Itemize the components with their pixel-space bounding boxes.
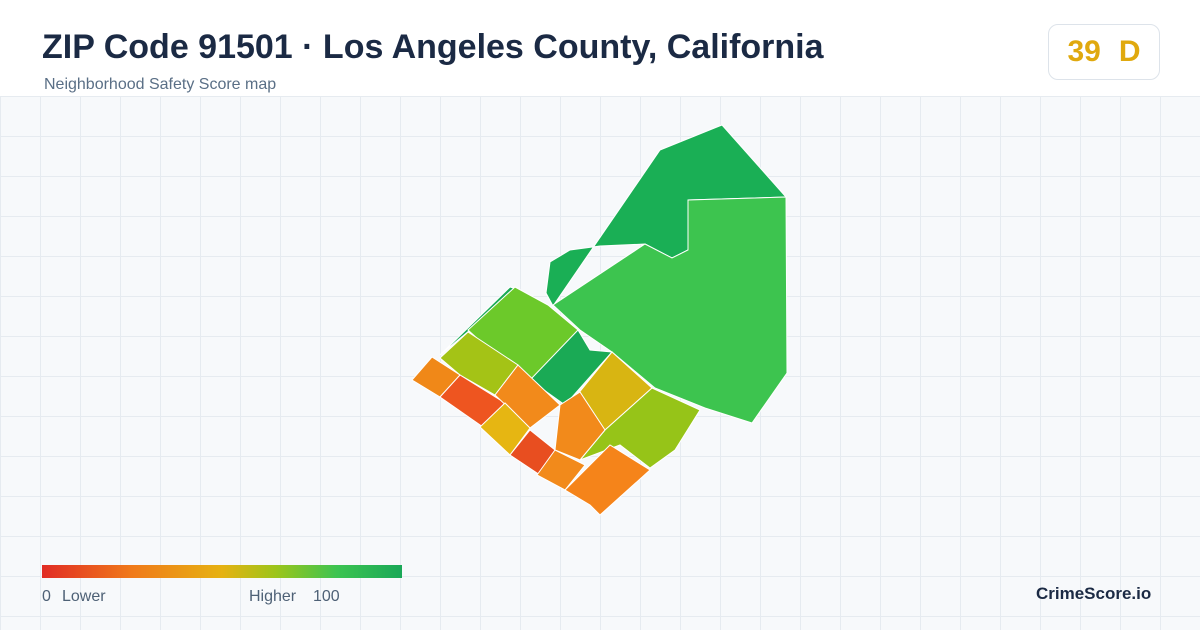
subtitle: Neighborhood Safety Score map xyxy=(44,76,277,93)
legend-min: 0 xyxy=(42,588,51,605)
grade: D xyxy=(1118,35,1141,68)
legend-bar xyxy=(42,565,402,578)
legend-max: 100 xyxy=(313,588,340,605)
score: 39 xyxy=(1067,35,1101,68)
region xyxy=(536,449,586,491)
score-badge: 39 D xyxy=(1048,24,1160,80)
region xyxy=(479,402,531,456)
header: ZIP Code 91501 · Los Angeles County, Cal… xyxy=(0,0,1200,96)
region xyxy=(529,329,614,406)
region xyxy=(554,391,606,461)
brand: CrimeScore.io xyxy=(1036,584,1152,603)
legend-max-label: Higher xyxy=(249,588,297,605)
title: ZIP Code 91501 · Los Angeles County, Cal… xyxy=(42,28,824,66)
region xyxy=(564,444,651,516)
legend-min-label: Lower xyxy=(62,588,106,605)
